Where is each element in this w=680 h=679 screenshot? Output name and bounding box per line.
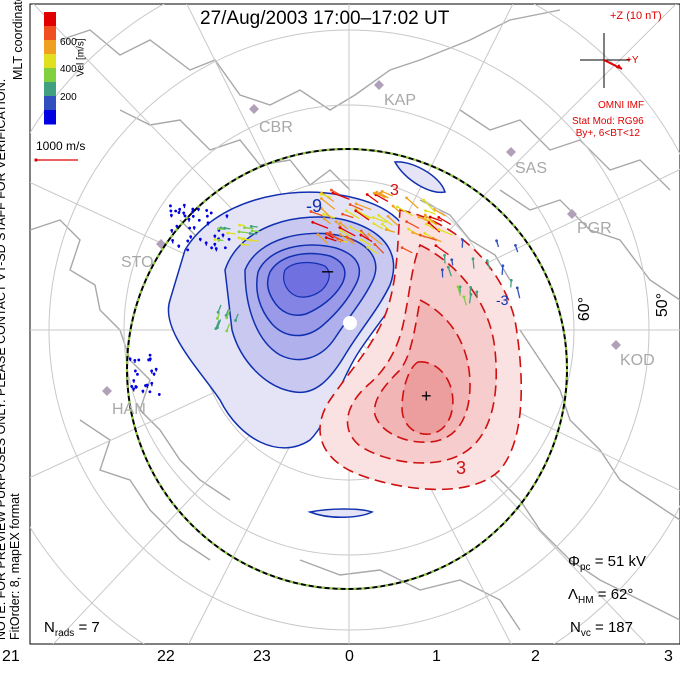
mlt-label-3: 3 (664, 648, 673, 666)
mlt-label-2: 2 (531, 648, 540, 666)
vector-arrow (240, 225, 245, 226)
colorbar-segment (44, 26, 56, 41)
vector-arrow (242, 239, 251, 240)
imf-model-line2: By+, 6<BT<12 (572, 128, 644, 140)
stat-radar-count: Nrads = 7 (44, 619, 100, 639)
velocity-scale-label: 1000 m/s (36, 139, 85, 153)
fit-order-note: FitOrder: 8, mapEX format (8, 79, 22, 640)
mlt-label-21: 21 (2, 648, 20, 666)
colorbar-segment (44, 68, 56, 83)
vector-arrow (239, 232, 248, 233)
stat-vector-count: Nvc = 187 (570, 619, 633, 639)
vector-arrow (250, 233, 257, 234)
colorbar-unit: Vel [m/s] (76, 38, 87, 76)
colorbar-segment (44, 96, 56, 111)
latitude-label-50: 50° (654, 293, 672, 317)
contour-label-3a: 3 (390, 182, 399, 199)
station-kap: KAP (384, 92, 416, 110)
velocity-colorbar (44, 12, 56, 125)
station-sas: SAS (515, 160, 547, 178)
stat-hm-latitude: ΛHM = 62° (568, 586, 633, 606)
vector-arrow (252, 231, 260, 232)
vector-arrow (470, 287, 471, 293)
station-sto: STO (121, 254, 154, 272)
vector-arrow (251, 226, 257, 227)
stat-cross-polar-potential: Φpc = 51 kV (568, 553, 646, 573)
imf-y-label: +Y (626, 55, 639, 66)
mlt-label-23: 23 (253, 648, 271, 666)
preview-note: NOTE: FOR PREVIEW PURPOSES ONLY. PLEASE … (0, 79, 8, 640)
contour-label-neg3: -3 (496, 292, 509, 308)
potential-max-marker: + (421, 386, 432, 406)
station-kod: KOD (620, 352, 655, 370)
vector-arrow (228, 233, 236, 234)
vector-arrow (250, 240, 259, 241)
contour-label-3b: 3 (456, 458, 466, 478)
potential-min-marker: – (322, 260, 334, 282)
mlt-label-22: 22 (157, 648, 175, 666)
contour-label-neg9: -9 (306, 196, 322, 216)
mlt-label-1: 1 (432, 648, 441, 666)
colorbar-segment (44, 110, 56, 125)
imf-model-line1: Stat Mod: RG96 (572, 116, 644, 128)
station-han: HAN (112, 401, 146, 419)
colorbar-segment (44, 40, 56, 55)
latitude-label-60: 60° (576, 297, 594, 321)
station-cbr: CBR (259, 119, 293, 137)
imf-source: OMNI IMF (598, 100, 644, 111)
imf-z-label: +Z (10 nT) (610, 10, 662, 22)
station-pgr: PGR (577, 220, 612, 238)
colorbar-tick-200: 200 (60, 92, 77, 103)
colorbar-segment (44, 82, 56, 97)
side-note: NOTE: FOR PREVIEW PURPOSES ONLY. PLEASE … (0, 79, 22, 640)
coordinate-system-note: MLT coordinates (11, 0, 25, 80)
imf-model: Stat Mod: RG96 By+, 6<BT<12 (572, 116, 644, 140)
colorbar-tick-600: 600 (60, 37, 77, 48)
colorbar-segment (44, 54, 56, 69)
vector-arrow (242, 244, 250, 245)
colorbar-segment (44, 12, 56, 27)
mlt-label-0: 0 (345, 648, 354, 666)
vector-arrow (245, 228, 254, 229)
vector-arrow (511, 280, 512, 287)
vector-arrow (502, 266, 503, 275)
map-title: 27/Aug/2003 17:00–17:02 UT (200, 8, 449, 30)
colorbar-tick-400: 400 (60, 64, 77, 75)
